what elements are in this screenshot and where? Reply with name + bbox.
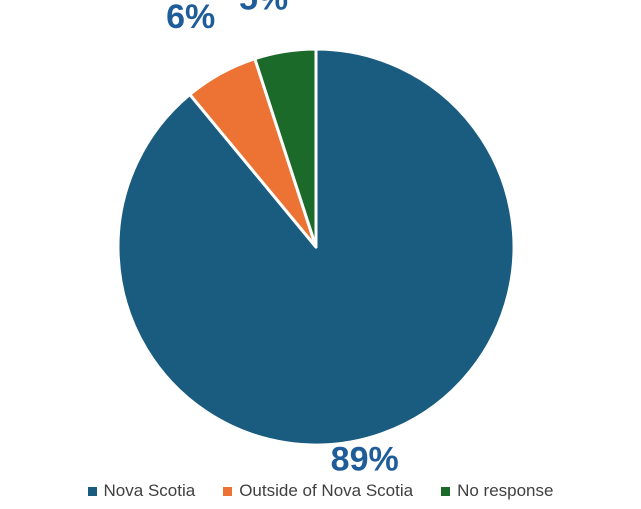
legend: Nova Scotia Outside of Nova Scotia No re… [0,477,641,505]
legend-swatch-nova-scotia [88,487,97,496]
legend-item-no-response: No response [441,481,553,501]
legend-swatch-outside-nova-scotia [223,487,232,496]
legend-item-nova-scotia: Nova Scotia [88,481,196,501]
legend-label-outside-nova-scotia: Outside of Nova Scotia [239,481,413,501]
data-label-no-response: 5% [239,0,288,17]
legend-swatch-no-response [441,487,450,496]
data-label-nova-scotia: 89% [331,440,399,478]
pie-slices [118,49,514,445]
legend-label-no-response: No response [457,481,553,501]
data-label-outside-nova-scotia: 6% [166,0,215,36]
legend-item-outside-nova-scotia: Outside of Nova Scotia [223,481,413,501]
legend-label-nova-scotia: Nova Scotia [104,481,196,501]
